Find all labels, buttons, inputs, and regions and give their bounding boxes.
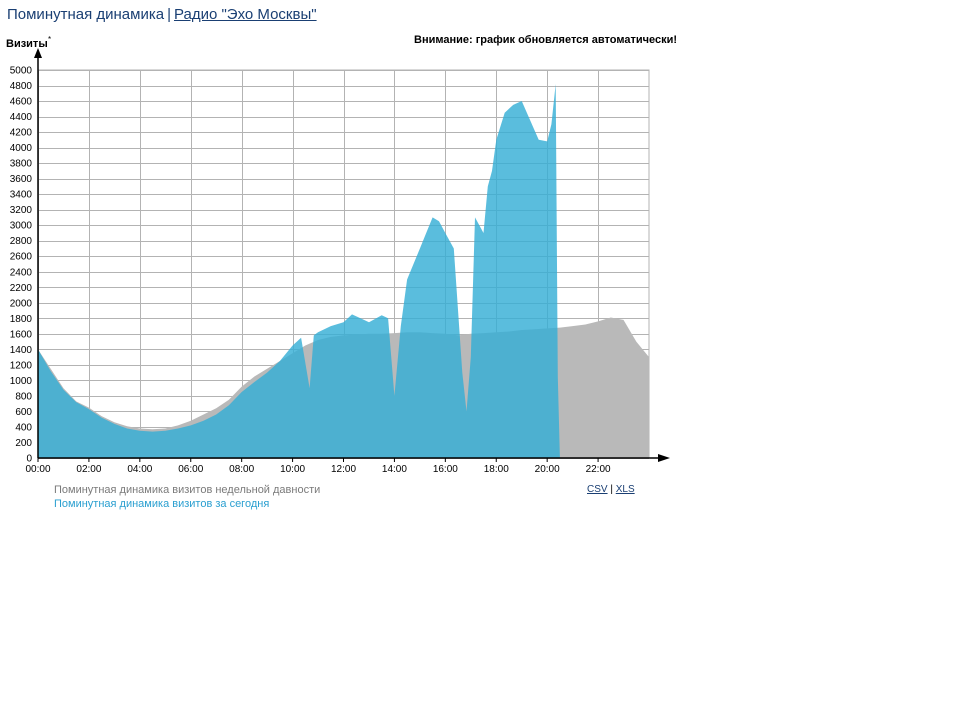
y-tick-label: 600	[15, 407, 32, 418]
y-tick-label: 1400	[10, 345, 33, 356]
x-tick-label: 10:00	[280, 464, 305, 475]
y-tick-label: 4400	[10, 112, 33, 123]
y-tick-label: 2600	[10, 252, 33, 263]
y-tick-label: 4600	[10, 97, 33, 108]
y-tick-label: 2400	[10, 267, 33, 278]
page-header: Поминутная динамика | Радио "Эхо Москвы"	[7, 6, 317, 23]
legend-week: Поминутная динамика визитов недельной да…	[54, 484, 321, 496]
visits-chart: Визиты * 0 200 400 600 800 1000 1200 1400 1600 18…	[6, 35, 670, 475]
y-axis-label: Визиты	[6, 38, 48, 50]
y-tick-label: 3800	[10, 159, 33, 170]
y-tick-label: 0	[26, 454, 32, 465]
chart-areas	[38, 84, 649, 458]
y-tick-label: 400	[15, 422, 32, 433]
y-tick-label: 4000	[10, 143, 33, 154]
y-tick-label: 2200	[10, 283, 33, 294]
y-tick-label: 4800	[10, 81, 33, 92]
y-tick-label: 3400	[10, 190, 33, 201]
y-tick-label: 3600	[10, 174, 33, 185]
y-tick-label: 3000	[10, 221, 33, 232]
x-tick-label: 08:00	[229, 464, 254, 475]
x-tick-label: 22:00	[586, 464, 611, 475]
y-tick-label: 3200	[10, 205, 33, 216]
y-tick-label: 1600	[10, 329, 33, 340]
export-separator: |	[610, 484, 613, 495]
x-tick-label: 14:00	[382, 464, 407, 475]
y-tick-label: 1800	[10, 314, 33, 325]
y-axis-arrow	[34, 48, 42, 58]
y-tick-label: 5000	[10, 66, 33, 77]
x-tick-label: 20:00	[535, 464, 560, 475]
x-axis-arrow	[658, 454, 670, 462]
x-tick-label: 04:00	[127, 464, 152, 475]
auto-update-notice: Внимание: график обновляется автоматичес…	[414, 34, 677, 46]
x-tick-label: 12:00	[331, 464, 356, 475]
x-tick-label: 02:00	[76, 464, 101, 475]
xls-link[interactable]: XLS	[615, 484, 635, 495]
x-tick-labels: 00:00 02:00 04:00 06:00 08:00 10:00 12:00 14:00…	[25, 458, 611, 475]
y-tick-label: 200	[15, 438, 32, 449]
chart-axes	[34, 48, 670, 462]
x-tick-label: 06:00	[178, 464, 203, 475]
legend-today: Поминутная динамика визитов за сегодня	[54, 498, 270, 510]
y-tick-label: 1200	[10, 360, 33, 371]
export-links: CSV | XLS	[587, 484, 635, 495]
page-title: Поминутная динамика	[7, 6, 165, 23]
y-tick-labels: 0 200 400 600 800 1000 1200 1400 1600 1800 2000 220…	[10, 66, 33, 465]
y-tick-label: 2000	[10, 298, 33, 309]
csv-link[interactable]: CSV	[587, 484, 608, 495]
y-tick-label: 4200	[10, 128, 33, 139]
radio-link[interactable]: Радио "Эхо Москвы"	[173, 6, 317, 23]
title-separator: |	[167, 6, 171, 23]
y-tick-label: 1000	[10, 376, 33, 387]
x-tick-label: 18:00	[484, 464, 509, 475]
y-tick-label: 2800	[10, 236, 33, 247]
x-tick-label: 16:00	[433, 464, 458, 475]
y-axis-label-marker: *	[48, 35, 51, 44]
y-tick-label: 800	[15, 391, 32, 402]
series-today-area	[38, 84, 560, 458]
x-tick-label: 00:00	[25, 464, 50, 475]
